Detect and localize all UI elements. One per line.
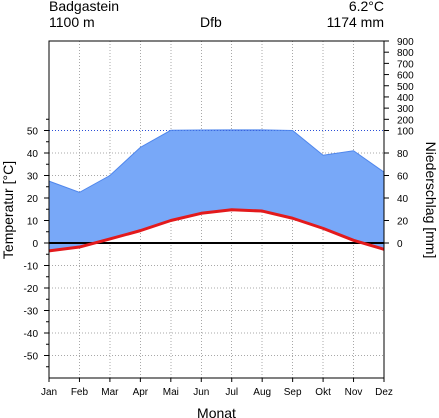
climate-class: Dfb [200,14,222,30]
annual-precipitation: 1174 mm [326,14,384,30]
precipitation-tick-label: 700 [397,59,414,70]
precipitation-tick-label: 600 [397,71,414,82]
precipitation-tick-label: 300 [397,104,414,115]
temperature-tick-label: 20 [27,194,39,205]
month-tick-label: Aug [253,387,271,398]
temperature-tick-label: -20 [24,284,39,295]
precipitation-tick-label: 400 [397,93,414,104]
precipitation-tick-label: 40 [397,194,409,205]
precipitation-tick-label: 100 [397,127,414,138]
month-tick-label: Jul [225,387,238,398]
precipitation-tick-label: 80 [397,149,409,160]
temperature-tick-label: 40 [27,149,39,160]
temperature-tick-label: -40 [24,329,39,340]
temperature-tick-label: 30 [27,172,39,183]
temperature-line [48,208,385,253]
temperature-tick-label: 50 [27,127,39,138]
precipitation-tick-label: 800 [397,48,414,59]
precipitation-tick-label: 500 [397,82,414,93]
month-tick-label: Okt [315,387,331,398]
y-axis-title-temperature: Temperatur [°C] [0,161,16,259]
month-tick-label: Dez [375,387,393,398]
month-tick-label: Apr [133,387,149,398]
month-tick-label: Mar [101,387,119,398]
precipitation-tick-label: 900 [397,37,414,48]
station-name: Badgastein [49,0,120,14]
temperature-tick-label: 10 [27,217,39,228]
station-elevation: 1100 m [49,14,95,30]
mean-temperature: 6.2°C [348,0,384,14]
month-tick-label: Sep [284,387,302,398]
temperature-tick-label: -50 [24,352,39,363]
axis-ticks: -50-40-30-20-100102030405002040608010020… [24,37,415,398]
month-tick-label: Nov [345,387,363,398]
data-lines [48,129,385,253]
month-tick-label: Mai [163,387,179,398]
temperature-tick-label: -30 [24,307,39,318]
precipitation-line [48,129,385,193]
y-axis-title-precipitation: Niederschlag [mm] [423,142,439,259]
temperature-tick-label: 0 [32,239,38,250]
month-tick-label: Jan [41,387,57,398]
precipitation-tick-label: 0 [397,239,403,250]
temperature-tick-label: -10 [24,262,39,273]
month-tick-label: Jun [193,387,209,398]
precipitation-tick-label: 60 [397,172,409,183]
x-axis-title: Monat [197,405,236,418]
precipitation-tick-label: 200 [397,115,414,126]
month-tick-label: Feb [71,387,89,398]
precipitation-tick-label: 20 [397,217,409,228]
